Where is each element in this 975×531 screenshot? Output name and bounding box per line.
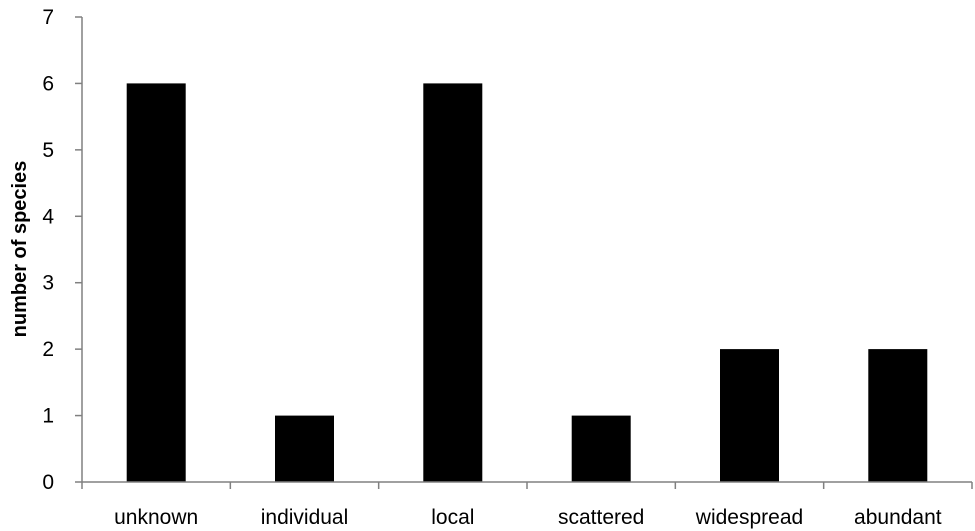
- bar-unknown: [126, 83, 186, 483]
- bars-group: [126, 83, 928, 483]
- x-tick-label-local: local: [431, 506, 474, 529]
- axes-group: [75, 16, 973, 489]
- y-tick-labels-group: 0 1 2 3 4 5 6 7: [42, 6, 54, 494]
- bar-individual: [275, 415, 334, 482]
- bar-widespread: [720, 349, 779, 482]
- x-tick-label-scattered: scattered: [558, 506, 644, 529]
- x-tick-label-abundant: abundant: [854, 506, 942, 529]
- y-tick-label: 2: [42, 338, 54, 361]
- y-axis-title: number of species: [9, 161, 31, 338]
- y-tick-label: 1: [42, 405, 54, 428]
- bar-abundant: [868, 349, 928, 482]
- y-tick-label: 0: [42, 471, 54, 494]
- y-tick-label: 5: [42, 139, 54, 162]
- x-tick-label-individual: individual: [261, 506, 349, 529]
- x-tick-label-widespread: widespread: [695, 506, 803, 529]
- y-tick-label: 4: [42, 205, 54, 228]
- bar-local: [423, 83, 483, 483]
- y-tick-label: 3: [42, 272, 54, 295]
- y-axis-title-group: number of species: [9, 161, 31, 338]
- bar-scattered: [571, 415, 631, 482]
- x-tick-label-unknown: unknown: [114, 506, 198, 529]
- y-tick-label: 7: [42, 6, 54, 29]
- x-tick-labels-group: unknown individual local scattered widesprea…: [114, 506, 942, 529]
- y-tick-label: 6: [42, 72, 54, 95]
